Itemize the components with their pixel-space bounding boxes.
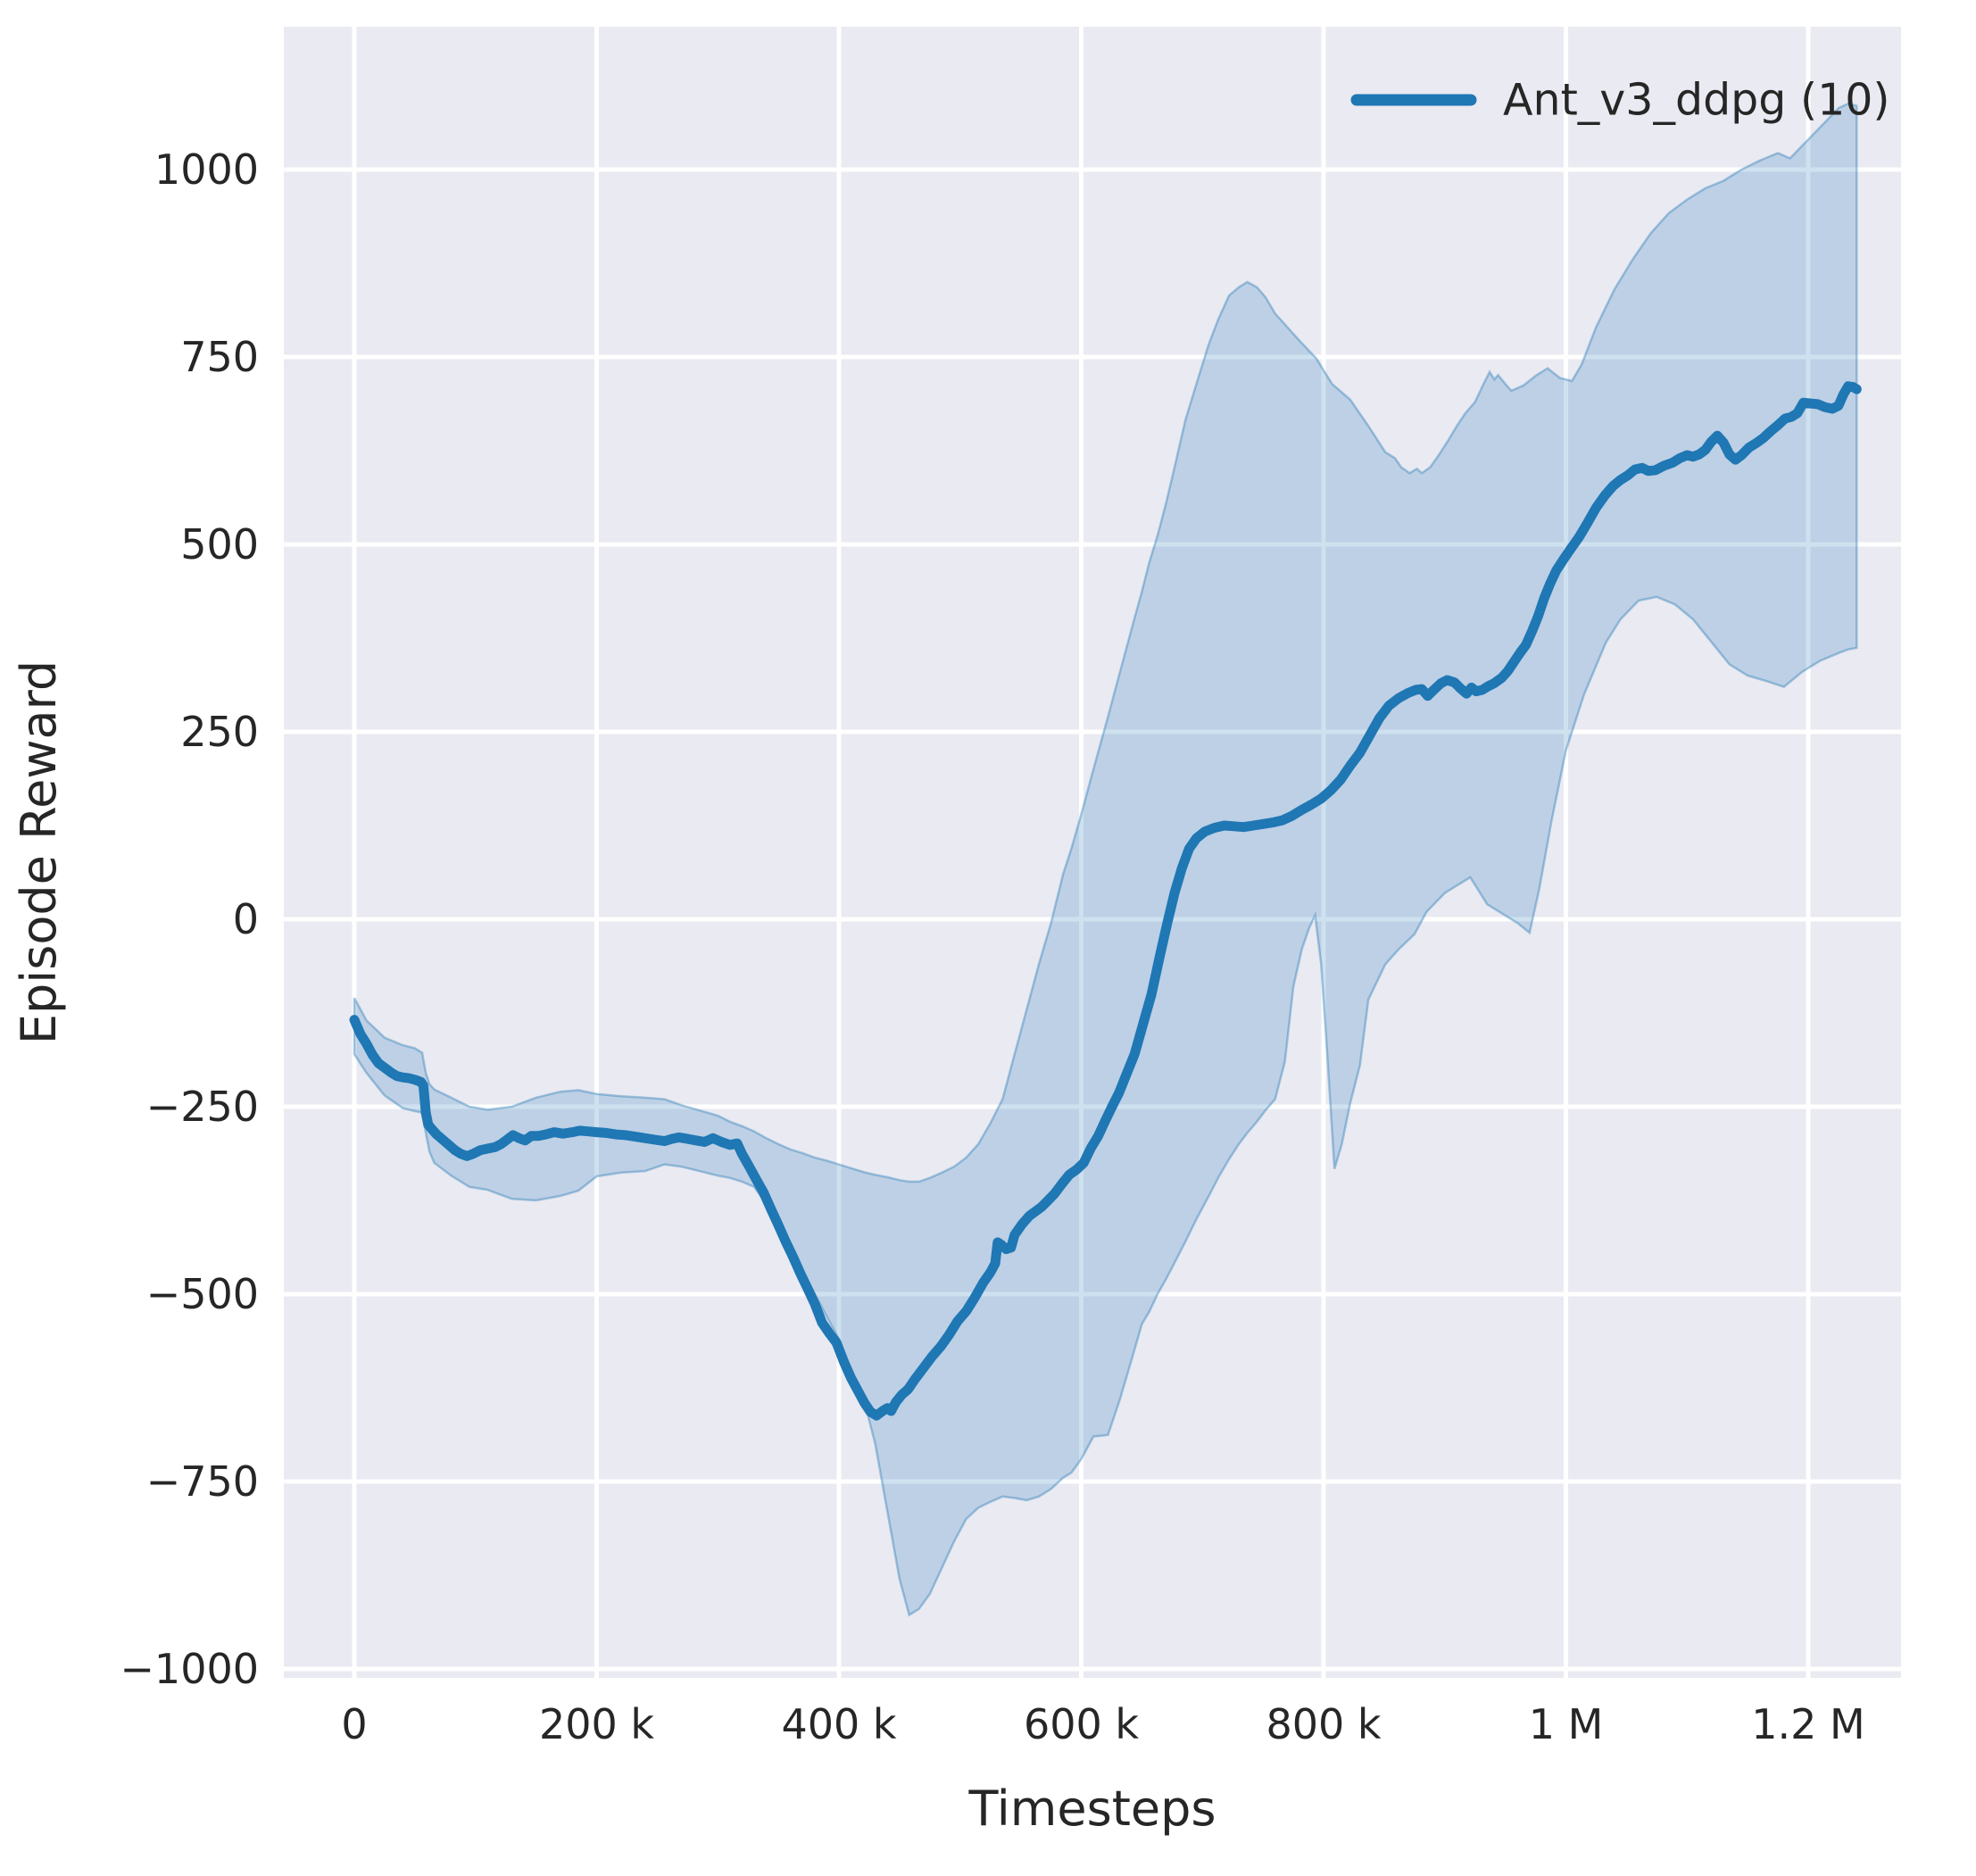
y-tick-label: 250 bbox=[180, 708, 259, 756]
y-tick-label: −1000 bbox=[120, 1645, 259, 1693]
x-axis-label: Timesteps bbox=[967, 1781, 1216, 1837]
x-tick-label: 0 bbox=[341, 1700, 367, 1748]
x-tick-label: 1 M bbox=[1529, 1700, 1604, 1748]
legend: Ant_v3_ddpg (10) bbox=[1350, 75, 1890, 126]
y-tick-label: 500 bbox=[180, 520, 259, 569]
confidence-band bbox=[353, 102, 1858, 1617]
y-tick-label: 750 bbox=[180, 333, 259, 381]
y-tick-label: 0 bbox=[233, 895, 259, 943]
x-tick-label: 800 k bbox=[1266, 1700, 1381, 1748]
y-tick-labels: 1000 750 500 250 0 −250 −500 −750 −1000 bbox=[120, 145, 259, 1693]
x-tick-label: 200 k bbox=[539, 1700, 654, 1748]
x-tick-labels: 0 200 k 400 k 600 k 800 k 1 M 1.2 M bbox=[341, 1700, 1864, 1748]
y-tick-label: 1000 bbox=[154, 145, 259, 194]
x-tick-label: 400 k bbox=[781, 1700, 896, 1748]
gridlines bbox=[284, 27, 1901, 1678]
x-tick-label: 600 k bbox=[1024, 1700, 1139, 1748]
mean-line bbox=[349, 381, 1862, 1421]
y-tick-label: −500 bbox=[146, 1270, 259, 1318]
y-tick-label: −250 bbox=[146, 1083, 259, 1131]
plot-background bbox=[284, 27, 1901, 1678]
x-tick-label: 1.2 M bbox=[1751, 1700, 1864, 1748]
y-tick-label: −750 bbox=[146, 1457, 259, 1506]
y-axis-label: Episode Reward bbox=[11, 660, 67, 1044]
legend-label: Ant_v3_ddpg (10) bbox=[1503, 75, 1890, 126]
